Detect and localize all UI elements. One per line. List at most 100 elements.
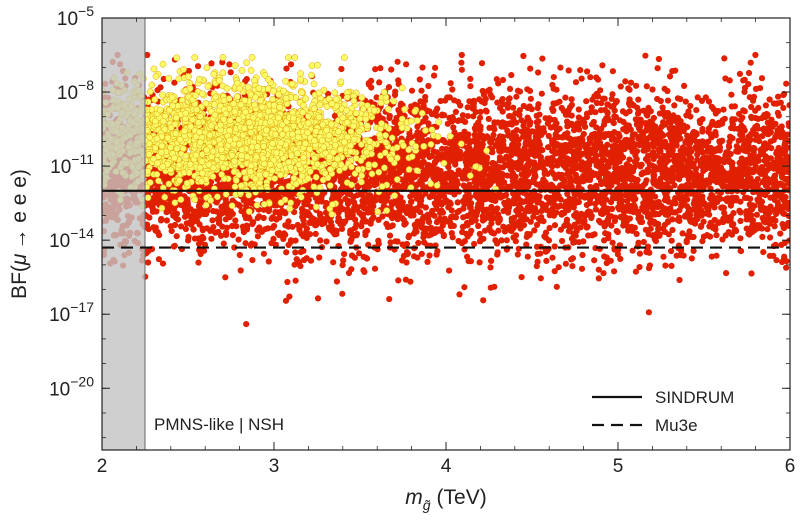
data-point bbox=[292, 277, 299, 284]
data-point bbox=[512, 238, 519, 245]
data-point bbox=[534, 250, 541, 257]
data-point bbox=[562, 260, 570, 267]
data-point bbox=[609, 91, 616, 98]
data-point bbox=[283, 65, 290, 72]
data-point bbox=[557, 202, 564, 209]
data-point bbox=[539, 164, 546, 171]
data-point bbox=[286, 293, 293, 300]
data-point bbox=[664, 197, 672, 205]
data-point bbox=[589, 96, 596, 103]
data-point bbox=[739, 114, 746, 121]
data-point bbox=[736, 207, 743, 214]
data-point bbox=[601, 117, 608, 124]
data-point bbox=[705, 98, 713, 105]
data-point bbox=[700, 200, 708, 207]
data-point bbox=[434, 218, 441, 225]
data-point bbox=[551, 243, 558, 250]
data-point bbox=[580, 130, 587, 138]
data-point bbox=[650, 143, 657, 150]
data-point bbox=[235, 236, 242, 243]
data-point bbox=[779, 258, 786, 266]
data-point bbox=[531, 208, 538, 215]
data-point bbox=[731, 116, 739, 123]
data-point bbox=[154, 183, 161, 190]
data-point bbox=[300, 221, 307, 229]
data-point bbox=[676, 217, 683, 224]
data-point bbox=[327, 218, 334, 226]
data-point bbox=[340, 257, 347, 264]
data-point bbox=[583, 114, 591, 121]
data-point bbox=[417, 209, 424, 216]
data-point bbox=[643, 111, 650, 118]
data-point bbox=[677, 251, 684, 259]
data-point bbox=[450, 124, 457, 131]
data-point bbox=[602, 230, 609, 237]
data-point bbox=[513, 93, 520, 100]
data-point bbox=[588, 212, 595, 219]
data-point bbox=[716, 144, 724, 151]
data-point bbox=[668, 262, 675, 269]
data-point bbox=[778, 194, 785, 201]
data-point bbox=[292, 249, 299, 256]
data-point bbox=[348, 236, 355, 243]
data-point bbox=[280, 235, 287, 242]
data-point bbox=[342, 195, 349, 203]
data-point bbox=[671, 182, 678, 189]
data-point bbox=[726, 158, 733, 165]
data-point bbox=[785, 222, 790, 229]
data-point bbox=[747, 59, 754, 66]
data-point bbox=[593, 182, 600, 189]
data-point bbox=[333, 227, 340, 234]
data-point bbox=[444, 94, 451, 101]
data-point bbox=[348, 266, 355, 273]
data-point bbox=[472, 127, 479, 134]
data-point bbox=[665, 231, 672, 238]
data-point bbox=[509, 177, 516, 184]
data-point bbox=[500, 141, 507, 148]
data-point bbox=[643, 83, 650, 90]
data-point bbox=[727, 133, 734, 140]
data-point bbox=[568, 256, 575, 263]
data-point bbox=[243, 321, 250, 328]
data-point bbox=[490, 214, 497, 222]
data-point bbox=[784, 201, 790, 209]
data-point bbox=[534, 258, 541, 265]
data-point bbox=[597, 107, 605, 114]
data-point bbox=[371, 195, 378, 202]
data-point bbox=[213, 199, 220, 206]
data-point bbox=[265, 258, 272, 265]
data-point bbox=[200, 235, 207, 242]
data-point bbox=[614, 251, 622, 258]
data-point bbox=[725, 143, 733, 150]
data-point bbox=[739, 135, 746, 142]
data-point bbox=[491, 283, 498, 290]
data-point bbox=[600, 95, 607, 102]
data-point bbox=[498, 237, 505, 244]
data-point bbox=[461, 174, 468, 181]
data-point bbox=[518, 218, 525, 226]
data-point bbox=[312, 230, 319, 237]
data-point bbox=[564, 190, 571, 198]
data-point bbox=[647, 225, 654, 232]
data-point bbox=[671, 116, 678, 123]
data-point bbox=[762, 102, 770, 109]
data-point bbox=[512, 110, 519, 117]
data-point bbox=[759, 233, 766, 240]
data-point bbox=[765, 155, 772, 162]
data-point bbox=[645, 231, 652, 238]
data-point bbox=[507, 166, 514, 173]
data-point bbox=[607, 157, 614, 164]
data-point bbox=[577, 67, 584, 74]
data-point bbox=[339, 290, 346, 297]
data-point bbox=[777, 134, 784, 141]
data-point bbox=[480, 297, 487, 304]
data-point bbox=[570, 239, 577, 246]
data-point bbox=[467, 83, 474, 90]
data-point bbox=[499, 119, 506, 126]
data-point bbox=[415, 239, 422, 247]
data-point bbox=[434, 248, 441, 255]
data-point bbox=[553, 283, 560, 290]
data-point bbox=[212, 229, 219, 236]
data-point bbox=[639, 170, 646, 177]
